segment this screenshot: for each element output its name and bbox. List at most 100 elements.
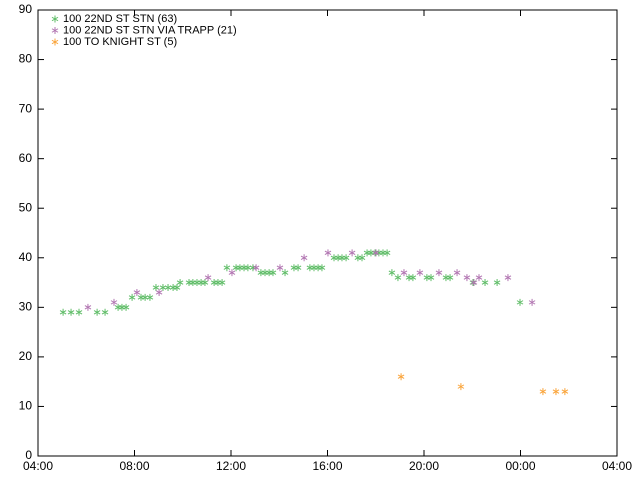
data-point (197, 279, 205, 287)
data-point (504, 274, 512, 282)
data-point (338, 254, 346, 262)
data-point (75, 308, 83, 316)
data-point (159, 284, 167, 292)
legend-marker (51, 15, 59, 23)
legend-marker (51, 38, 59, 46)
data-point (101, 308, 109, 316)
data-point (290, 264, 298, 272)
y-tick-label: 10 (19, 399, 33, 413)
data-point (348, 249, 356, 257)
data-point (176, 279, 184, 287)
data-point (561, 388, 569, 396)
x-tick-label: 04:00 (602, 459, 632, 473)
data-point (204, 274, 212, 282)
plot-frame (37, 9, 618, 457)
data-point (528, 298, 536, 306)
data-point (300, 254, 308, 262)
data-point (463, 274, 471, 282)
x-tick-label: 12:00 (216, 459, 246, 473)
data-point (201, 279, 209, 287)
data-point (265, 269, 273, 277)
data-point (228, 269, 236, 277)
data-point (354, 254, 362, 262)
data-point (193, 279, 201, 287)
legend-label: 100 TO KNIGHT ST (5) (63, 36, 177, 48)
data-point (405, 274, 413, 282)
x-tick-label: 16:00 (312, 459, 342, 473)
data-point (423, 274, 431, 282)
data-point (249, 264, 257, 272)
data-point (185, 279, 193, 287)
data-point (330, 254, 338, 262)
data-point (137, 293, 145, 301)
legend-label: 100 22ND ST STN (63) (63, 13, 177, 25)
y-tick-label: 90 (19, 2, 33, 16)
data-point (306, 264, 314, 272)
x-tick-label: 20:00 (409, 459, 439, 473)
data-point (367, 249, 375, 257)
data-point (310, 264, 318, 272)
data-point (173, 284, 181, 292)
legend-label: 100 22ND ST STN VIA TRAPP (21) (63, 24, 237, 36)
y-tick-label: 60 (19, 151, 33, 165)
data-point (446, 274, 454, 282)
data-point (416, 269, 424, 277)
data-point (223, 264, 231, 272)
y-tick-label: 0 (25, 448, 32, 462)
data-point (470, 279, 478, 287)
data-point (334, 254, 342, 262)
data-point (67, 308, 75, 316)
data-point (363, 249, 371, 257)
data-point (394, 274, 402, 282)
data-point (281, 269, 289, 277)
data-point (516, 298, 524, 306)
y-tick-label: 50 (19, 200, 33, 214)
data-point (244, 264, 252, 272)
data-point (110, 298, 118, 306)
x-tick-label: 08:00 (119, 459, 149, 473)
data-point (236, 264, 244, 272)
data-point (152, 284, 160, 292)
y-tick-label: 30 (19, 300, 33, 314)
data-point (84, 303, 92, 311)
data-point (400, 269, 408, 277)
data-point (155, 288, 163, 296)
y-tick-label: 80 (19, 52, 33, 66)
data-point (397, 373, 405, 381)
data-point (146, 293, 154, 301)
data-point (141, 293, 149, 301)
y-tick-label: 20 (19, 349, 33, 363)
data-point (324, 249, 332, 257)
data-point (210, 279, 218, 287)
data-point (383, 249, 391, 257)
data-point (214, 279, 222, 287)
data-point (240, 264, 248, 272)
legend: 100 22ND ST STN (63)100 22ND ST STN VIA … (51, 13, 237, 48)
data-point (128, 293, 136, 301)
data-point (257, 269, 265, 277)
data-point (358, 254, 366, 262)
data-point (114, 303, 122, 311)
data-point (481, 279, 489, 287)
data-point (252, 264, 260, 272)
data-point (314, 264, 322, 272)
data-point (342, 254, 350, 262)
data-point (409, 274, 417, 282)
data-point (318, 264, 326, 272)
data-point (59, 308, 67, 316)
data-point (122, 303, 130, 311)
data-point (372, 249, 380, 257)
data-point (232, 264, 240, 272)
data-point (294, 264, 302, 272)
data-point (453, 269, 461, 277)
x-tick-label: 04:00 (23, 459, 53, 473)
data-point (133, 288, 141, 296)
y-tick-label: 40 (19, 250, 33, 264)
data-point (118, 303, 126, 311)
data-point (269, 269, 277, 277)
data-point (442, 274, 450, 282)
x-tick-label: 00:00 (505, 459, 535, 473)
data-point (552, 388, 560, 396)
